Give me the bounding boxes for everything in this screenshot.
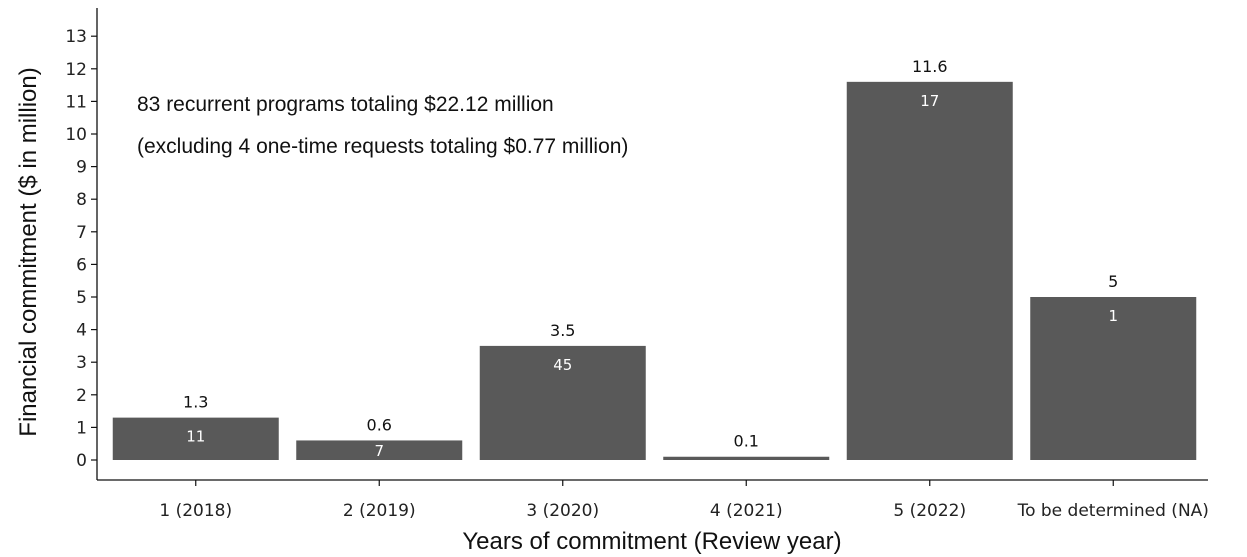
- y-axis-title: Financial commitment ($ in million): [15, 67, 42, 436]
- bar: [479, 345, 646, 460]
- y-tick-label: 12: [65, 60, 87, 80]
- x-axis-title: Years of commitment (Review year): [462, 528, 841, 555]
- bar: [846, 81, 1013, 460]
- x-tick-label: 5 (2022): [893, 501, 966, 521]
- y-tick-label: 11: [65, 92, 87, 112]
- x-axis: 1 (2018) 2 (2019) 3 (2020) 4 (2021) 5 (2022)…: [97, 479, 1209, 521]
- y-tick-label: 10: [65, 125, 87, 145]
- bar-value-label: 0.1: [734, 432, 759, 451]
- bar: [1030, 297, 1197, 460]
- bar-value-label: 11.6: [912, 57, 948, 76]
- y-tick-label: 4: [76, 321, 87, 341]
- bars: 1.3 11 0.6 7 3.5 45 0.1 11.6 17 5 1: [112, 57, 1197, 460]
- x-tick-label: 4 (2021): [710, 501, 783, 521]
- bar-count-label: 1: [1108, 307, 1118, 325]
- bar-count-label: 45: [553, 356, 572, 374]
- x-tick-label: 1 (2018): [159, 501, 232, 521]
- bar-count-label: 7: [374, 442, 384, 460]
- bar-value-label: 5: [1108, 272, 1118, 291]
- y-tick-label: 9: [76, 158, 87, 178]
- x-tick-label: To be determined (NA): [1017, 501, 1209, 521]
- x-tick-label: 3 (2020): [526, 501, 599, 521]
- y-tick-label: 6: [76, 255, 87, 275]
- x-tick-label: 2 (2019): [343, 501, 416, 521]
- y-tick-label: 2: [76, 386, 87, 406]
- bar-count-label: 11: [186, 428, 205, 446]
- bar-value-label: 0.6: [367, 415, 392, 434]
- bar: [663, 456, 830, 460]
- y-tick-label: 1: [76, 418, 87, 438]
- bar: [296, 440, 463, 460]
- bar-value-label: 3.5: [550, 321, 575, 340]
- y-tick-label: 7: [76, 223, 87, 243]
- bar-count-label: 17: [920, 92, 939, 110]
- bar: [112, 417, 279, 460]
- annotation-line-2: (excluding 4 one-time requests totaling …: [137, 135, 628, 158]
- y-tick-label: 13: [65, 27, 87, 47]
- annotation-line-1: 83 recurrent programs totaling $22.12 mi…: [137, 93, 554, 116]
- y-tick-label: 0: [76, 451, 87, 471]
- y-tick-label: 8: [76, 190, 87, 210]
- y-tick-label: 5: [76, 288, 87, 308]
- y-tick-label: 3: [76, 353, 87, 373]
- bar-value-label: 1.3: [183, 393, 208, 412]
